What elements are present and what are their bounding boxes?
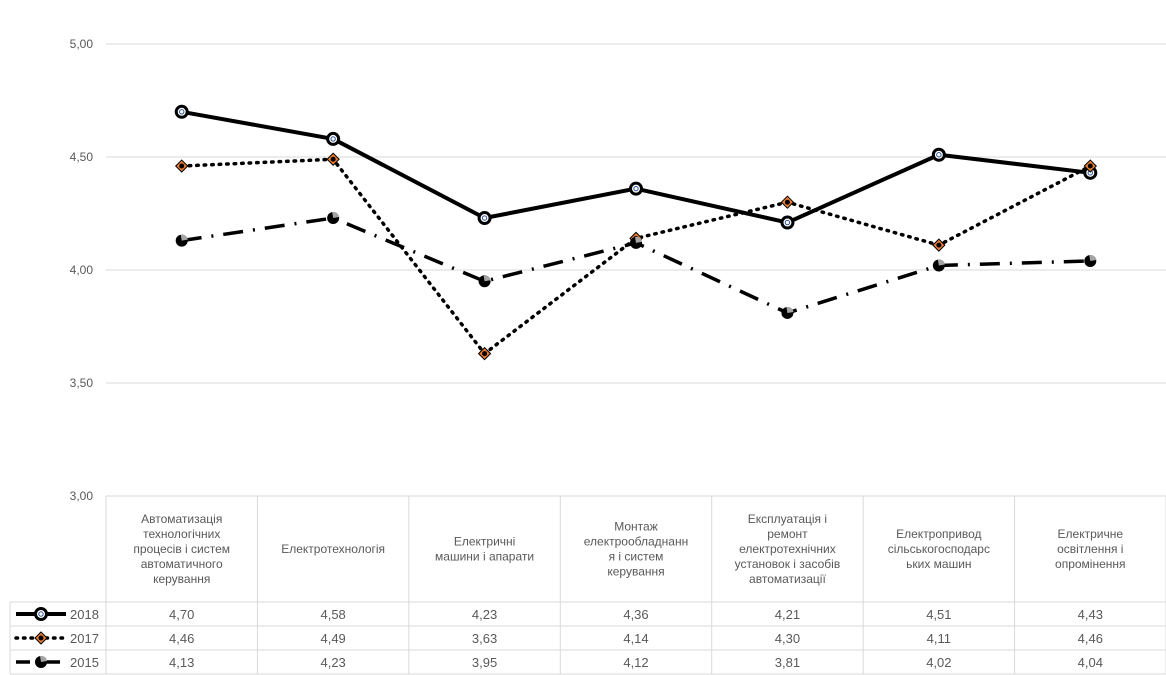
data-point-2015 (630, 236, 642, 249)
category-label: Електротехнологія (281, 542, 385, 556)
data-point-2017 (477, 346, 492, 361)
data-point-2018-accent (481, 215, 488, 221)
y-tick-label: 3,00 (70, 489, 94, 503)
data-point-2018-accent (633, 185, 639, 192)
data-point-2018-accent (936, 152, 942, 158)
data-point-2018-accent (330, 136, 336, 142)
table-cell-value: 4,23 (472, 607, 497, 622)
data-point-2017 (780, 195, 795, 209)
table-cell-value: 4,13 (169, 655, 194, 670)
data-point-2017-dot (784, 199, 790, 205)
legend-marker-2018-accent (38, 611, 44, 617)
data-point-2015-accent (332, 211, 340, 219)
data-point-2015 (478, 275, 491, 288)
data-point-2017 (1083, 159, 1097, 173)
table-cell-value: 3,63 (472, 631, 497, 646)
legend-marker-2018 (34, 607, 48, 621)
category-label: Електропривод сільськогосподарс ьких машин (888, 527, 990, 571)
data-point-2017-dot (482, 351, 488, 357)
data-point-2017-dot (936, 242, 942, 248)
y-axis-ticks: 3,00 3,50 4,00 4,50 5,00 (70, 37, 94, 503)
table-cell-value: 4,51 (926, 607, 951, 622)
data-point-2017-dot (330, 156, 336, 162)
table-cell-value: 4,04 (1078, 655, 1103, 670)
data-point-2017 (326, 152, 340, 166)
table-cell-value: 3,81 (775, 655, 800, 670)
data-point-2015-accent (786, 306, 794, 313)
table-cell-value: 4,11 (927, 631, 951, 646)
legend-marker-2015 (35, 655, 47, 668)
table-cell-value: 4,43 (1078, 607, 1103, 622)
grid-lines (106, 43, 1166, 384)
table-cell-value: 4,21 (775, 607, 800, 622)
data-point-2018 (931, 147, 946, 162)
data-point-2018-accent (784, 219, 791, 226)
data-point-2015 (932, 259, 945, 272)
legend-label-2018: 2018 (70, 607, 99, 622)
data-point-2015 (781, 306, 794, 319)
table-cell-value: 4,46 (1078, 631, 1103, 646)
data-point-2015 (1084, 254, 1097, 267)
data-point-2018 (629, 181, 643, 196)
series-lines (174, 104, 1098, 361)
legend-label-2015: 2015 (70, 655, 99, 670)
y-tick-label: 4,50 (70, 150, 94, 164)
data-point-2017 (175, 159, 189, 173)
series-line-2018 (181, 109, 1091, 225)
legend-marker-2017 (34, 631, 48, 645)
legend-marker-2015-accent (40, 655, 47, 662)
table-cell-value: 4,23 (320, 655, 345, 670)
legend-marker-2017-dot (38, 635, 44, 641)
data-table: Автоматизація технологічних процесів і сис… (9, 495, 1166, 675)
category-label: Електричне освітлення і опромінення (1055, 527, 1126, 571)
y-tick-label: 5,00 (70, 37, 94, 51)
data-point-2015 (327, 211, 340, 225)
data-point-2015-accent (180, 234, 188, 241)
table-cell-value: 3,95 (472, 655, 497, 670)
legend-label-2017: 2017 (70, 631, 99, 646)
category-label: Експлуатація і ремонт електротехнічних уста… (735, 512, 841, 586)
table-cell-value: 4,58 (320, 607, 345, 622)
table-cell-value: 4,46 (169, 631, 194, 646)
table-cell-value: 4,70 (169, 607, 194, 622)
data-point-2018 (326, 131, 341, 146)
table-cell-value: 4,30 (775, 631, 800, 646)
data-point-2018 (477, 211, 492, 226)
data-point-2015-accent (483, 275, 491, 282)
data-point-2015-accent (635, 236, 642, 243)
table-cell-value: 4,02 (926, 655, 951, 670)
category-label: Електричні машини і апарати (435, 535, 534, 564)
table-cell-value: 4,14 (623, 631, 648, 646)
y-tick-label: 4,00 (70, 263, 94, 277)
data-point-2017-dot (179, 163, 185, 169)
table-cell-value: 4,49 (320, 631, 345, 646)
category-label: Автоматизація технологічних процесів і сис… (133, 512, 230, 586)
table-cell-value: 4,36 (623, 607, 648, 622)
table-cell-value: 4,12 (623, 655, 648, 670)
data-point-2018-accent (179, 109, 185, 115)
data-point-2018 (780, 215, 795, 230)
y-tick-label: 3,50 (70, 376, 94, 390)
data-point-2015-accent (1089, 254, 1097, 261)
data-point-2017 (932, 238, 946, 252)
data-point-2015 (175, 234, 188, 247)
data-point-2015-accent (937, 259, 945, 266)
data-point-2018 (174, 104, 189, 119)
data-point-2017-dot (1087, 163, 1093, 169)
category-label: Монтаж електрообладнанн я і систем керуванн… (584, 520, 688, 579)
